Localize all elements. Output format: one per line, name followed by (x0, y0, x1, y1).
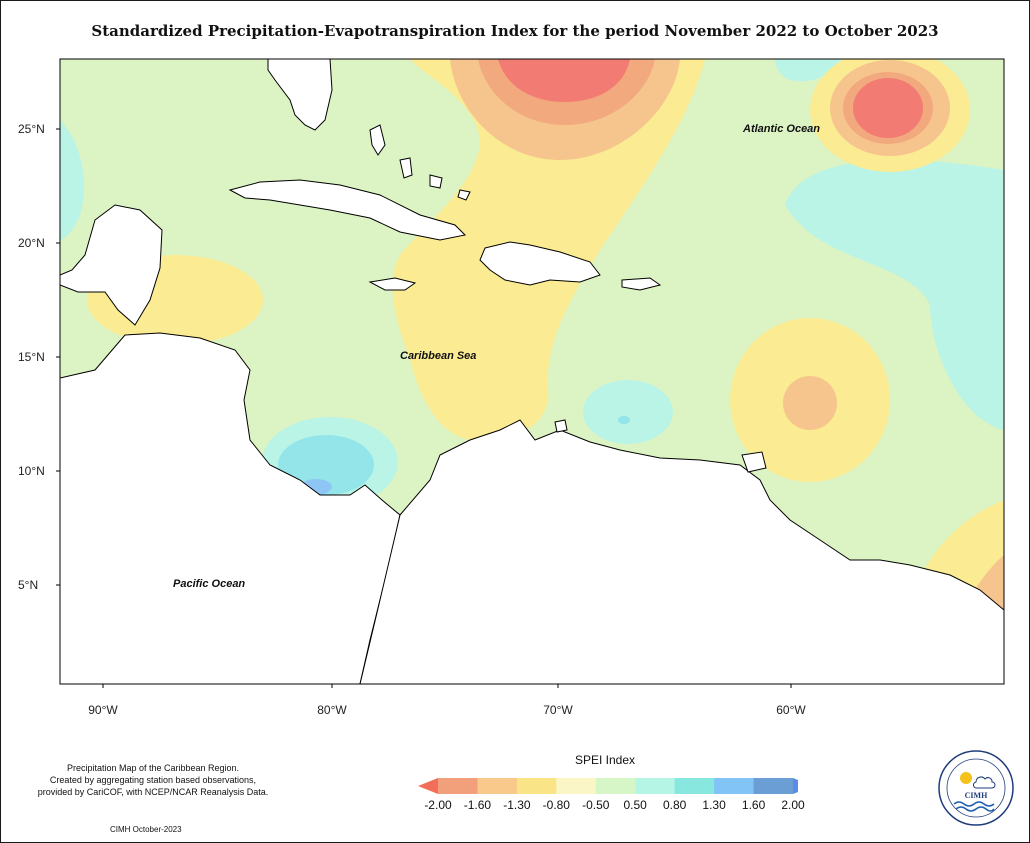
land-hispaniola (479, 241, 601, 286)
land-south-america (359, 419, 1004, 684)
lon-label-80w: 80°W (317, 703, 347, 717)
legend-swatch (753, 778, 794, 794)
wet-cell-panama-2 (278, 435, 374, 495)
legend-tick: 1.60 (741, 798, 766, 812)
legend-tick: -1.60 (463, 798, 492, 812)
legend-swatch (477, 778, 518, 794)
cimh-logo: CIMH (938, 750, 1014, 826)
tick-marks (56, 128, 792, 688)
credit-text: CIMH October-2023 (110, 825, 182, 834)
lat-label-20n: 20°N (18, 236, 45, 250)
legend-swatch (674, 778, 715, 794)
extremely-dry-area-top (498, 59, 630, 102)
cloud-icon (972, 776, 996, 789)
land-central-america (60, 204, 163, 326)
land-trinidad (741, 451, 767, 473)
lat-label-15n: 15°N (18, 350, 45, 364)
legend-tick: 1.30 (702, 798, 726, 812)
wet-cell-venezuela (583, 380, 673, 444)
legend-tick: -2.00 (424, 798, 452, 812)
land-cuba (228, 179, 467, 241)
footnote-line-1: Precipitation Map of the Caribbean Regio… (66, 763, 240, 773)
lon-label-60w: 60°W (776, 703, 806, 717)
map-title: Standardized Precipitation-Evapotranspir… (91, 22, 939, 40)
land-bahamas (369, 124, 471, 201)
lon-label-70w: 70°W (543, 703, 573, 717)
legend-tick: -1.30 (503, 798, 531, 812)
legend-swatch (516, 778, 557, 794)
legend-tick: -0.50 (582, 798, 610, 812)
lon-label-90w: 90°W (88, 703, 118, 717)
map-border (59, 58, 1005, 685)
wave-icon (953, 801, 995, 812)
legend-swatch (635, 778, 676, 794)
legend-colorbar (418, 778, 798, 794)
legend-swatch (438, 778, 478, 794)
legend-tick: 0.50 (623, 798, 647, 812)
ocean-label-caribbean: Caribbean Sea (400, 350, 477, 362)
legend-swatch (714, 778, 755, 794)
land-aruba-curacao (554, 419, 568, 433)
footnote: Precipitation Map of the Caribbean Regio… (8, 762, 298, 798)
land (60, 59, 1004, 684)
legend-swatch (595, 778, 636, 794)
legend-swatch (556, 778, 597, 794)
legend-tick: 0.80 (663, 798, 687, 812)
lat-label-10n: 10°N (18, 464, 45, 478)
legend-ticks: -2.00 -1.60 -1.30 -0.80 -0.50 0.50 0.80 … (424, 798, 804, 814)
land-puerto-rico (621, 277, 662, 291)
ocean-label-atlantic: Atlantic Ocean (743, 123, 821, 135)
lat-label-25n: 25°N (18, 122, 45, 136)
sun-icon (960, 772, 972, 784)
dry-cell-atlantic-4 (853, 78, 923, 138)
land-jamaica (368, 277, 417, 291)
footnote-line-3: provided by CariCOF, with NCEP/NCAR Rean… (37, 787, 269, 797)
wet-cell-venezuela-2 (618, 416, 630, 424)
legend-arrow-high (793, 778, 798, 794)
lat-label-5n: 5°N (18, 578, 39, 592)
dry-cell-antilles-2 (783, 376, 837, 430)
land-florida (267, 59, 333, 131)
wet-area-west (60, 120, 84, 240)
legend-arrow-low (418, 778, 438, 794)
footnote-line-2: Created by aggregating station based obs… (49, 775, 257, 785)
legend-tick: 2.00 (781, 798, 805, 812)
ocean-label-pacific: Pacific Ocean (173, 578, 246, 590)
legend-title: SPEI Index (574, 753, 636, 767)
wet-area-atlantic (785, 160, 1004, 431)
logo-text: CIMH (965, 791, 988, 800)
legend-tick: -0.80 (542, 798, 570, 812)
